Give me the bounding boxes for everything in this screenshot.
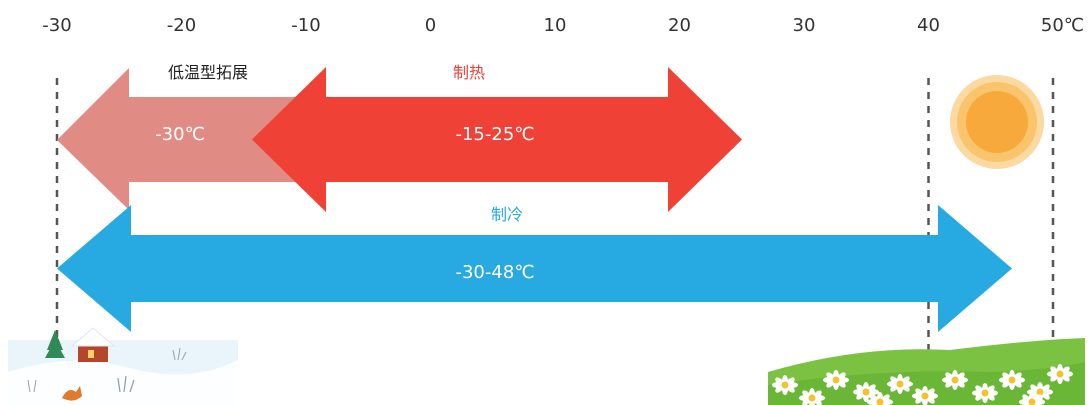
axis-tick-label: -20 bbox=[167, 15, 196, 36]
daisy-icon bbox=[1047, 364, 1073, 384]
heating-arrow bbox=[252, 67, 742, 212]
axis-tick-label: 0 bbox=[425, 15, 436, 36]
heating-title: 制热 bbox=[453, 63, 485, 82]
axis-tick-labels: -30 -20 -10 0 10 20 30 40 50℃ bbox=[42, 15, 1084, 36]
low-temp-range: 低温型拓展 -30℃ bbox=[57, 63, 300, 210]
cooling-title: 制冷 bbox=[491, 205, 523, 224]
flower-field-icon bbox=[768, 338, 1085, 405]
winter-scene-icon bbox=[8, 327, 238, 405]
daisy-icon bbox=[772, 375, 798, 395]
low-temp-value-label: -30℃ bbox=[155, 124, 205, 145]
cooling-range: 制冷 -30-48℃ bbox=[57, 205, 1012, 332]
daisy-icon bbox=[853, 382, 879, 402]
daisy-icon bbox=[1027, 382, 1053, 402]
daisy-icon bbox=[942, 370, 968, 390]
daisy-icon bbox=[912, 386, 938, 405]
daisy-icon bbox=[823, 370, 849, 390]
daisy-icon bbox=[972, 383, 998, 403]
axis-tick-label: -30 bbox=[42, 15, 71, 36]
low-temp-arrow bbox=[57, 68, 300, 210]
axis-tick-label: -10 bbox=[291, 15, 320, 36]
axis-tick-label: 40 bbox=[917, 15, 940, 36]
axis-tick-label: 30 bbox=[793, 15, 816, 36]
heating-range: 制热 -15-25℃ bbox=[252, 63, 742, 212]
heating-value-label: -15-25℃ bbox=[455, 124, 534, 145]
daisy-icon bbox=[887, 374, 913, 394]
dashed-marker-lines bbox=[55, 78, 1055, 350]
axis-tick-label: 50℃ bbox=[1041, 15, 1084, 36]
daisy-icon bbox=[999, 370, 1025, 390]
axis-tick-label: 20 bbox=[668, 15, 691, 36]
daisy-icon bbox=[799, 388, 825, 405]
cooling-value-label: -30-48℃ bbox=[455, 262, 534, 283]
sun-icon bbox=[950, 75, 1044, 169]
low-temp-title: 低温型拓展 bbox=[168, 63, 248, 82]
axis-tick-label: 10 bbox=[544, 15, 567, 36]
cooling-arrow bbox=[57, 205, 1012, 332]
